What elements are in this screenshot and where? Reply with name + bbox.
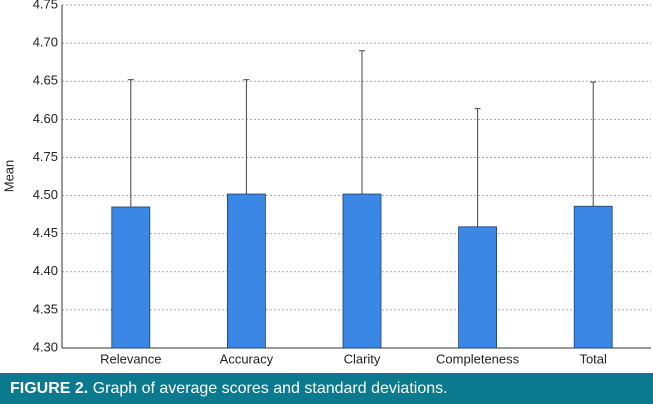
y-tick-label: 4.65 [33,73,58,88]
x-tick-label: Relevance [100,351,161,366]
y-tick-label: 4.70 [33,35,58,50]
y-tick-label: 4.60 [33,111,58,126]
y-tick-label: 4.50 [33,187,58,202]
bar [342,193,382,349]
bar [458,226,498,349]
y-tick-label: 4.45 [33,225,58,240]
y-tick-label: 4.30 [33,339,58,354]
y-tick-label: 4.40 [33,263,58,278]
caption: FIGURE 2. Graph of average scores and st… [0,373,653,404]
y-tick-label: 4.75 [33,0,58,11]
x-tick-label: Completeness [436,351,520,366]
bar [111,206,151,349]
caption-text: Graph of average scores and standard dev… [92,380,448,397]
x-tick-label: Accuracy [220,351,274,366]
y-tick-label: 4.75 [33,149,58,164]
bar [226,193,266,349]
chart: Mean 4.30 4.35 4.40 4.45 4.50 4.75 4.60 4.65 4.7… [1,0,651,366]
y-tick-label: 4.35 [33,301,58,316]
x-tick-label: Total [579,351,607,366]
caption-label: FIGURE 2. [10,380,89,397]
y-axis-label: Mean [1,160,16,193]
bar [573,205,613,349]
x-tick-label: Clarity [344,351,381,366]
